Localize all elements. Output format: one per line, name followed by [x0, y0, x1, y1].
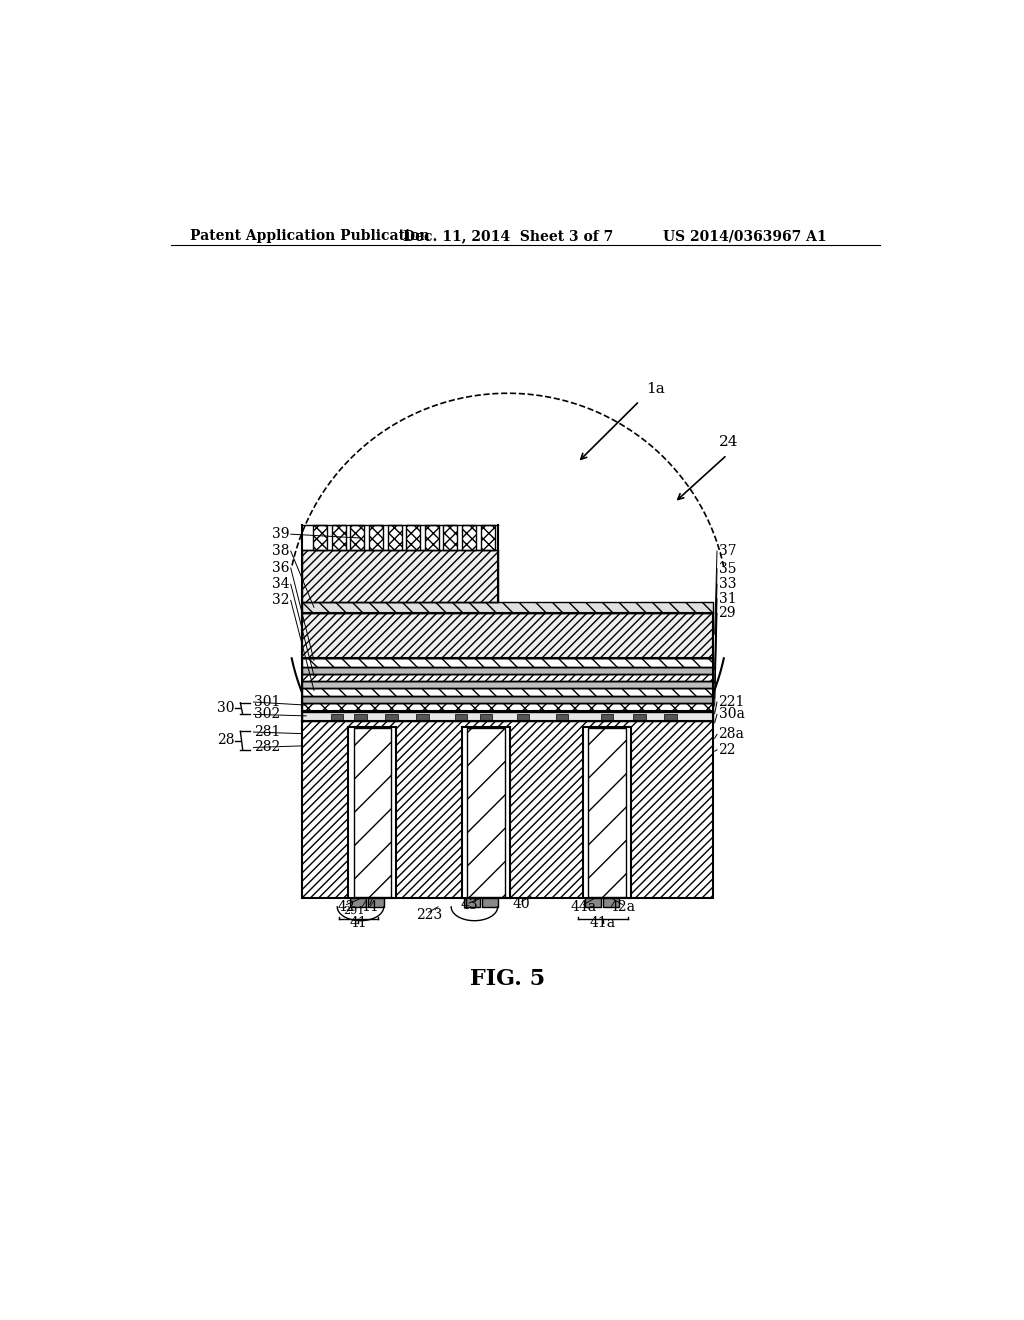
Bar: [462, 525, 476, 549]
Bar: [302, 602, 713, 612]
Text: 32: 32: [271, 594, 289, 607]
Bar: [464, 898, 480, 907]
Bar: [302, 688, 713, 696]
Bar: [443, 525, 458, 549]
Bar: [633, 714, 646, 721]
Text: 301: 301: [254, 696, 281, 709]
Bar: [417, 714, 429, 721]
Text: 35: 35: [719, 562, 736, 576]
Bar: [302, 549, 499, 602]
Bar: [425, 525, 438, 549]
Text: 44a: 44a: [570, 900, 597, 913]
Text: 29: 29: [719, 606, 736, 620]
Text: 282: 282: [254, 741, 281, 755]
Bar: [467, 729, 505, 896]
Text: US 2014/0363967 A1: US 2014/0363967 A1: [663, 230, 826, 243]
Bar: [302, 702, 713, 711]
Text: 43: 43: [460, 899, 478, 912]
Bar: [388, 525, 401, 549]
Text: 41a: 41a: [590, 916, 616, 931]
Text: 33: 33: [719, 577, 736, 591]
Bar: [583, 726, 631, 898]
Text: 221: 221: [719, 696, 744, 709]
Bar: [331, 714, 343, 721]
Bar: [480, 525, 495, 549]
Text: 30: 30: [217, 701, 234, 715]
Text: 223: 223: [416, 908, 441, 921]
Bar: [369, 525, 383, 549]
Bar: [455, 714, 467, 721]
Bar: [353, 729, 391, 896]
Text: 1a: 1a: [646, 383, 665, 396]
Bar: [385, 714, 397, 721]
Bar: [407, 525, 420, 549]
Text: 22: 22: [719, 743, 736, 756]
Text: 40: 40: [513, 896, 530, 911]
Bar: [354, 714, 367, 721]
Text: FIG. 5: FIG. 5: [470, 969, 546, 990]
Text: 31: 31: [719, 591, 736, 606]
Bar: [407, 525, 420, 549]
Bar: [302, 711, 713, 721]
Bar: [302, 668, 713, 675]
Bar: [302, 659, 713, 668]
Text: 28: 28: [217, 733, 234, 747]
Text: 39: 39: [271, 527, 289, 541]
Bar: [462, 525, 476, 549]
Text: 36: 36: [271, 561, 289, 576]
Bar: [388, 525, 401, 549]
Bar: [302, 696, 713, 702]
Text: Dec. 11, 2014  Sheet 3 of 7: Dec. 11, 2014 Sheet 3 of 7: [403, 230, 613, 243]
Bar: [350, 898, 366, 907]
Text: 34: 34: [271, 577, 289, 591]
Bar: [332, 525, 346, 549]
Bar: [332, 525, 346, 549]
Text: 281: 281: [254, 725, 281, 739]
Text: 30a: 30a: [719, 708, 744, 721]
Text: 302: 302: [254, 708, 281, 721]
Bar: [350, 525, 365, 549]
Text: 44: 44: [360, 900, 379, 913]
Text: 38: 38: [271, 544, 289, 558]
Bar: [302, 612, 713, 659]
Bar: [350, 525, 365, 549]
Bar: [603, 898, 618, 907]
Text: 291: 291: [343, 907, 365, 916]
Bar: [480, 525, 495, 549]
Bar: [302, 681, 713, 688]
Bar: [348, 726, 396, 898]
Bar: [302, 721, 713, 898]
Bar: [462, 726, 510, 898]
Bar: [665, 714, 677, 721]
Bar: [517, 714, 529, 721]
Text: 28a: 28a: [719, 727, 744, 742]
Text: 42a: 42a: [609, 900, 636, 913]
Text: 41: 41: [349, 916, 367, 931]
Bar: [480, 714, 493, 721]
Bar: [482, 898, 498, 907]
Text: 37: 37: [719, 544, 736, 558]
Bar: [313, 525, 328, 549]
Bar: [302, 675, 713, 681]
Bar: [601, 714, 613, 721]
Bar: [586, 898, 601, 907]
Text: 24: 24: [719, 434, 738, 449]
Bar: [313, 525, 328, 549]
Bar: [369, 525, 383, 549]
Bar: [369, 898, 384, 907]
Text: 42: 42: [338, 900, 355, 913]
Bar: [556, 714, 568, 721]
Bar: [589, 729, 626, 896]
Bar: [443, 525, 458, 549]
Bar: [425, 525, 438, 549]
Text: Patent Application Publication: Patent Application Publication: [190, 230, 430, 243]
